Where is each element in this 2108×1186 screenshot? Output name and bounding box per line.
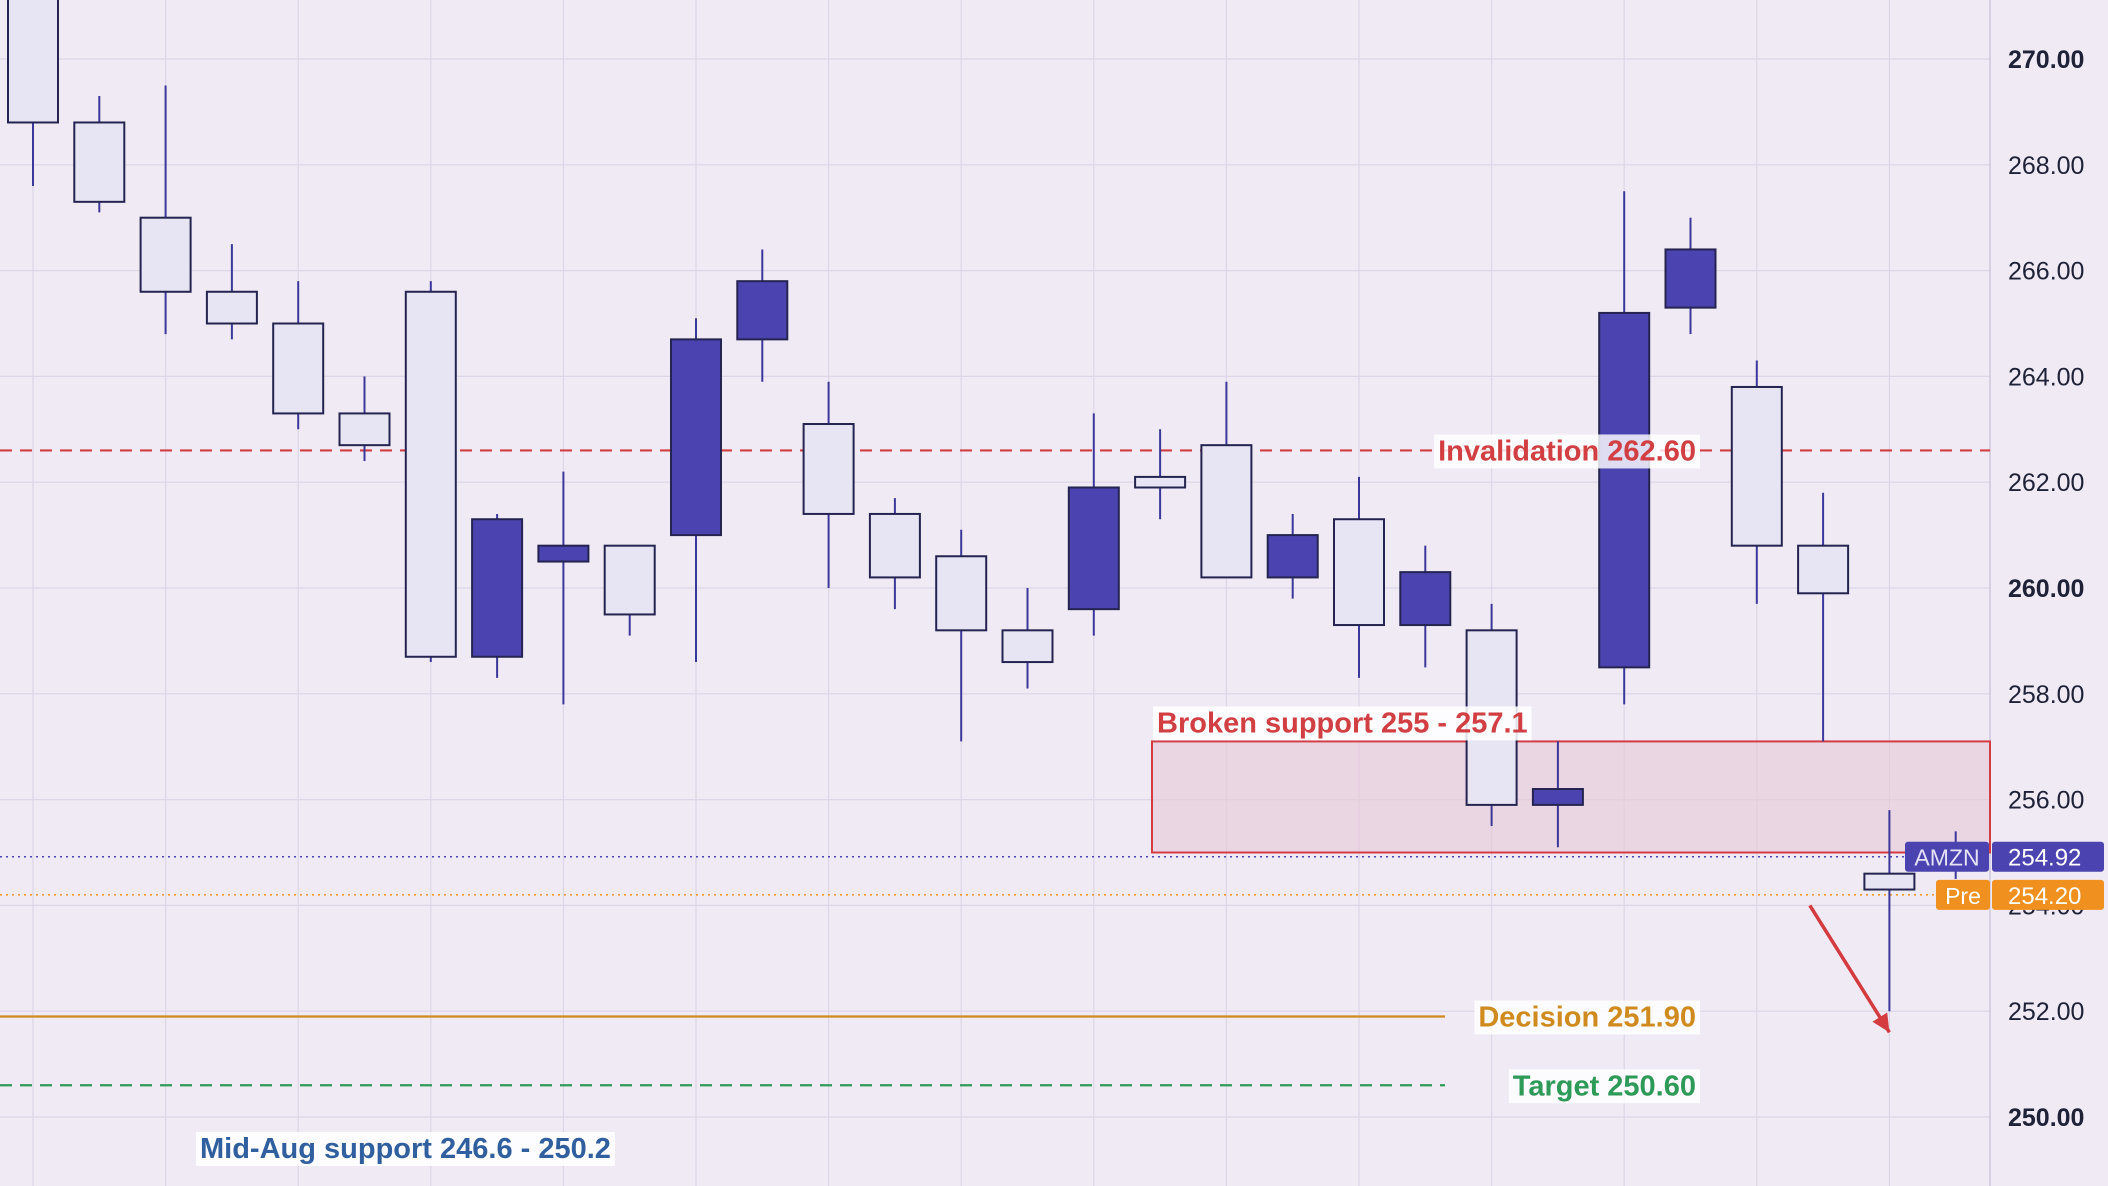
price-tick-label: 262.00 (2008, 469, 2084, 497)
candle-body (73, 121, 126, 203)
candle-body (670, 338, 722, 537)
candle (272, 281, 325, 430)
candle (1664, 217, 1717, 335)
price-axis-background (1991, 0, 2108, 1186)
candle (205, 244, 258, 340)
candle (802, 381, 855, 588)
candle-body (139, 216, 192, 293)
candle-body (471, 518, 524, 658)
candle-body (868, 512, 921, 579)
candle (73, 96, 126, 213)
price-tick-label: 256.00 (2008, 787, 2084, 815)
candle (736, 249, 789, 382)
decision-label: Decision 251.90 (1478, 1001, 1696, 1033)
mid-aug-support-label-background (196, 1132, 615, 1166)
candle-body (1531, 788, 1584, 806)
price-axis-ticks: 250.00252.00254.00256.00258.00260.00262.… (2008, 46, 2084, 1132)
candle-body (603, 544, 656, 616)
candle-body (1200, 444, 1253, 579)
candle-body (935, 555, 988, 632)
candles (7, 0, 1982, 1012)
candle-body (1399, 571, 1452, 627)
decision-label-background (1474, 1000, 1700, 1035)
symbol-tag (1905, 841, 1989, 872)
invalidation-label: Invalidation 262.60 (1438, 435, 1696, 467)
candle (7, 0, 59, 186)
down-arrow-shaft (1808, 904, 1891, 1034)
candle (1730, 360, 1783, 604)
level-labels: Invalidation 262.60 Decision 251.90 Target… (196, 434, 1700, 1166)
candle (1067, 413, 1120, 636)
pre-tag (1936, 879, 1990, 910)
price-tick-label: 258.00 (2008, 681, 2084, 709)
candle-body (1067, 486, 1120, 611)
candle-body (1266, 534, 1319, 579)
candle-body (1863, 872, 1916, 891)
price-tick-label: 266.00 (2008, 258, 2084, 286)
candle-body (1664, 248, 1717, 309)
candle (1134, 429, 1187, 520)
candle (1001, 588, 1054, 689)
candle (139, 85, 192, 335)
price-tick-label: 260.00 (2008, 575, 2084, 603)
broken-support-label: Broken support 255 - 257.1 (1157, 707, 1528, 739)
candle-body (736, 280, 789, 341)
candle-body (205, 290, 258, 325)
pre-price-tag-label: 254.20 (2008, 883, 2081, 910)
price-tick-label: 270.00 (2008, 46, 2084, 74)
price-tick-label: 264.00 (2008, 363, 2084, 391)
price-tick-label: 250.00 (2008, 1104, 2084, 1132)
candle (603, 544, 656, 636)
candle (1200, 381, 1253, 579)
candle-body (1730, 385, 1783, 547)
candle-body (272, 322, 325, 415)
candle (471, 513, 524, 678)
candle (338, 376, 391, 462)
candle-body (1333, 518, 1385, 627)
candle-body (1134, 475, 1187, 489)
candle (1797, 492, 1850, 742)
candle (1598, 191, 1651, 705)
invalidation-label-background (1434, 434, 1700, 469)
target-label-background (1508, 1069, 1700, 1104)
candle (1399, 545, 1452, 668)
broken-support-label-background (1153, 706, 1532, 741)
candle (404, 281, 457, 663)
candle-body (1598, 311, 1651, 669)
price-tick-label: 252.00 (2008, 998, 2084, 1026)
candle-body (802, 423, 855, 515)
pre-price-tag (1992, 879, 2104, 910)
candle (1863, 810, 1916, 1012)
last-price-tag (1992, 841, 2104, 872)
candle (670, 318, 722, 663)
pre-tag-label: Pre (1945, 883, 1981, 909)
mid-aug-support-label: Mid-Aug support 246.6 - 250.2 (200, 1133, 611, 1165)
level-lines (0, 449, 1990, 1087)
candle (935, 529, 988, 742)
candle-body (537, 544, 590, 563)
price-tick-label: 268.00 (2008, 152, 2084, 180)
candle (1531, 741, 1584, 848)
candle-body (7, 0, 59, 124)
last-price-tag-label: 254.92 (2008, 845, 2081, 872)
down-arrow-head (1872, 1012, 1890, 1033)
symbol-tag-label: AMZN (1914, 845, 1979, 871)
candle-body (404, 290, 457, 658)
candle (1333, 476, 1385, 678)
candle (537, 471, 590, 705)
candle (868, 498, 921, 610)
candle-body (1001, 629, 1054, 664)
candle (1266, 513, 1319, 599)
candle-body (338, 412, 391, 447)
candle-body (1797, 544, 1850, 595)
target-label: Target 250.60 (1513, 1070, 1696, 1102)
